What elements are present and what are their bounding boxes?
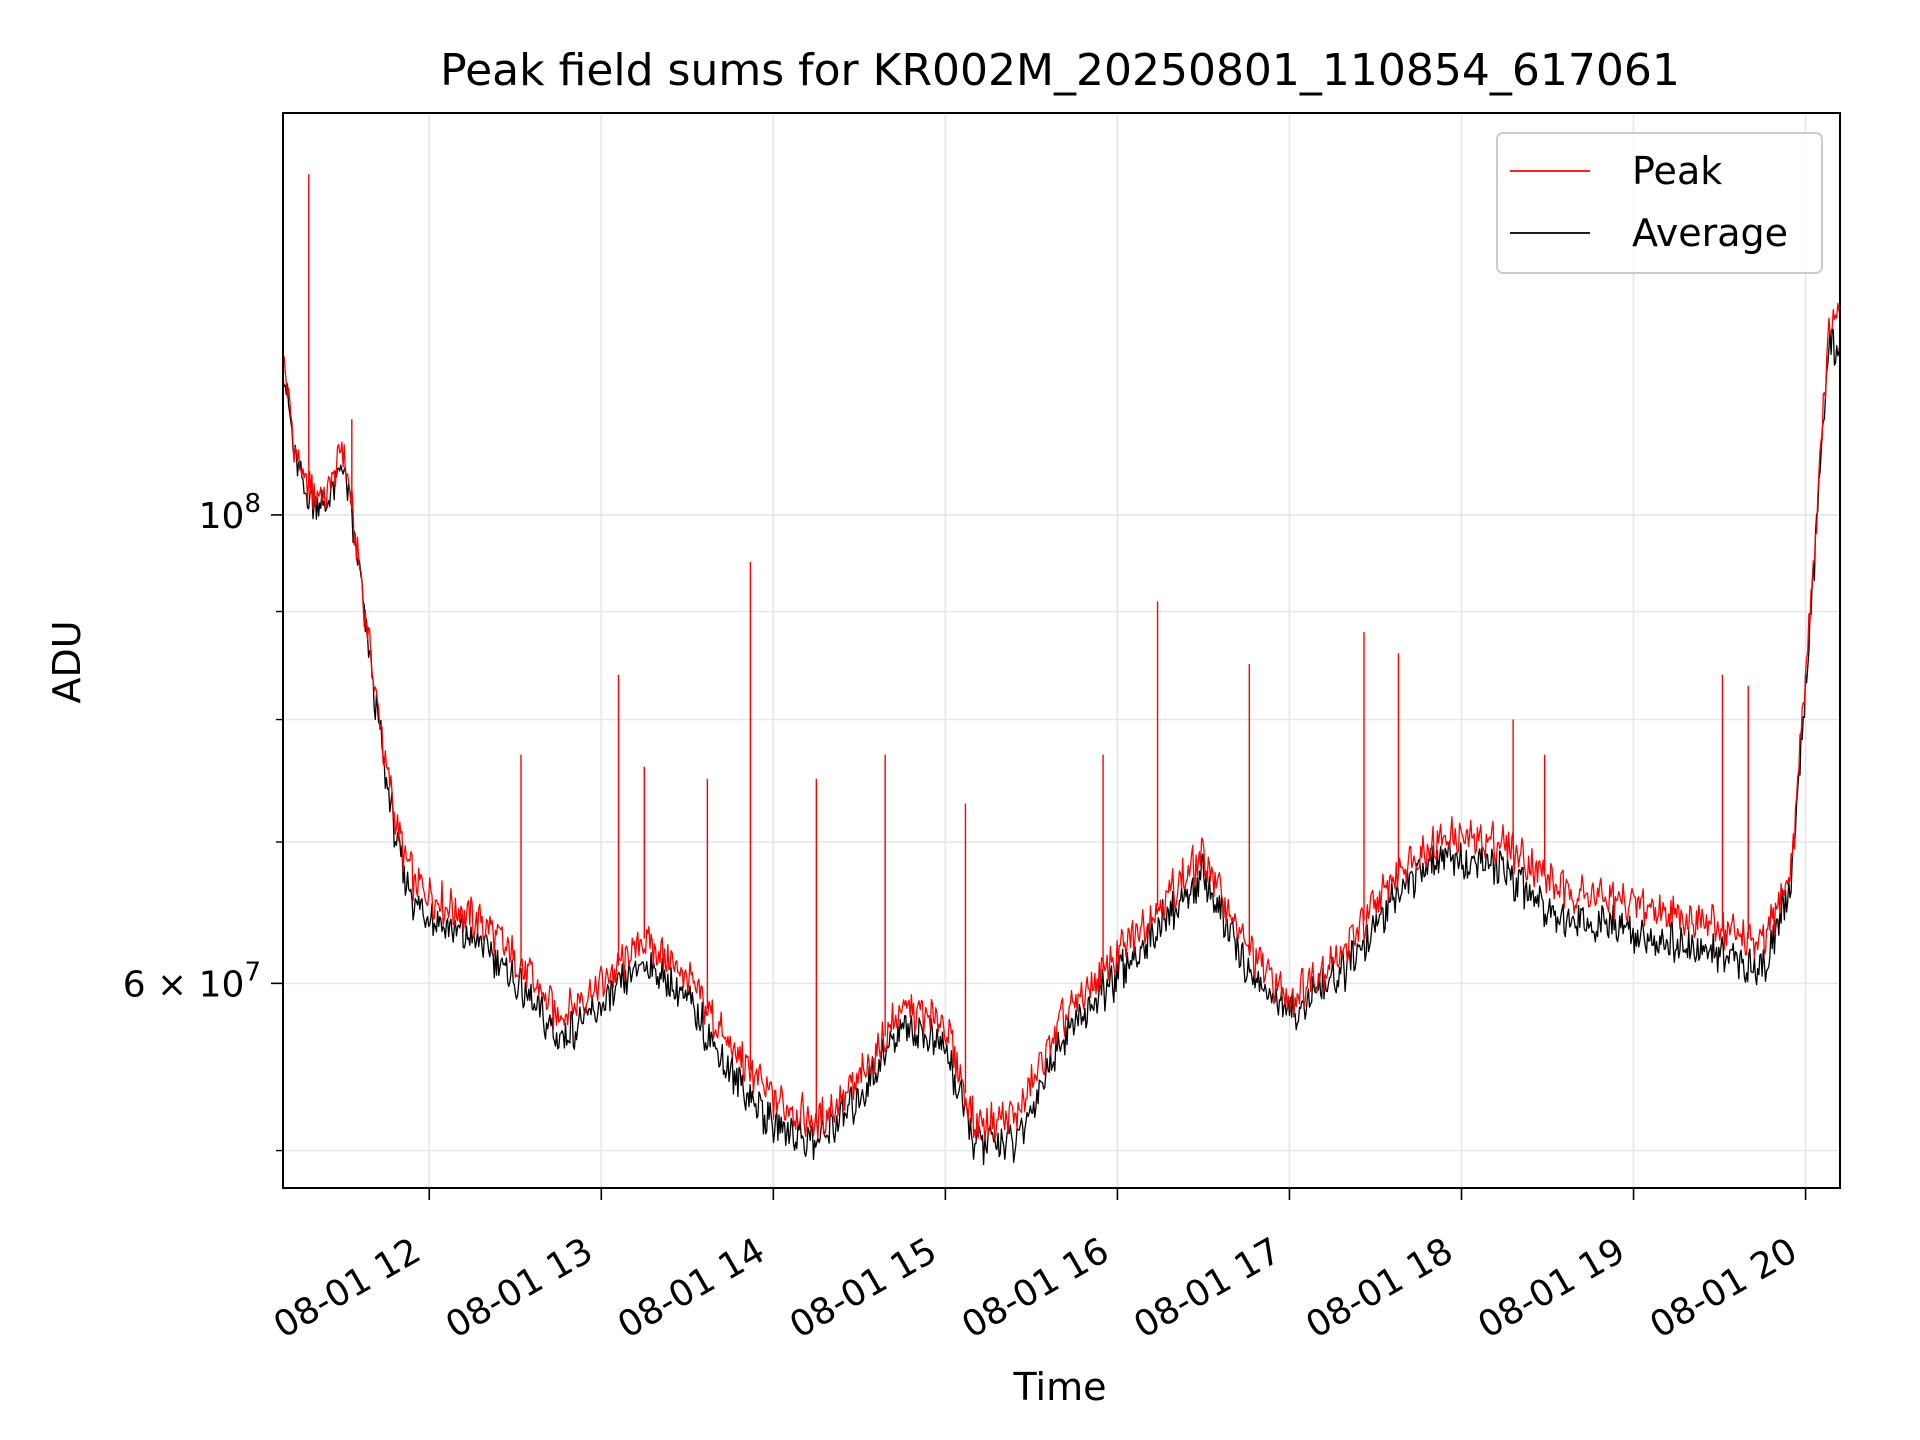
average-series-line (283, 328, 1840, 1166)
plot-area (283, 113, 1840, 1166)
chart-title: Peak field sums for KR002M_20250801_1108… (440, 45, 1680, 96)
peak-series-line (283, 302, 1840, 1142)
y-tick-label: 108 (199, 489, 261, 537)
legend-average-label: Average (1632, 211, 1788, 255)
legend-peak-label: Peak (1632, 149, 1722, 193)
legend-box (1496, 132, 1823, 274)
plot-frame (282, 112, 1841, 1189)
legend: Peak Average (1496, 132, 1823, 274)
y-axis-label: ADU (45, 620, 89, 703)
x-axis-label: Time (1013, 1365, 1107, 1409)
y-tick-label: 6 × 107 (123, 957, 261, 1005)
grid (283, 113, 1840, 1188)
